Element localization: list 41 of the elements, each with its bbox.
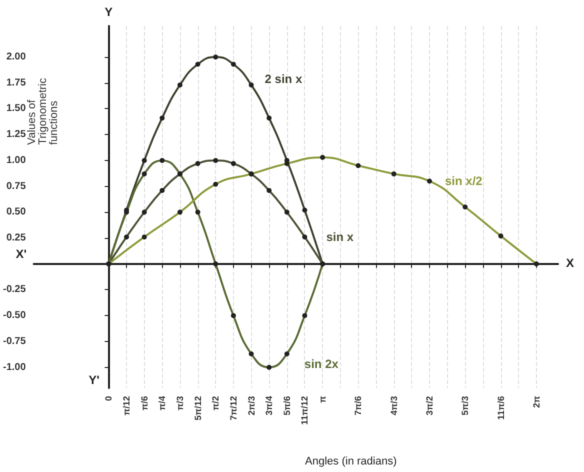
- x-tick-label: 3π/2: [424, 396, 434, 416]
- x-tick-label: 0: [104, 396, 114, 402]
- series-label: 2 sin x: [264, 72, 302, 86]
- y-axis-title: Values of Trigonometric functions: [26, 74, 60, 145]
- x-tick-label: 11π/12: [300, 396, 310, 425]
- y-tick-label: 0.50: [6, 206, 26, 218]
- text: X': [16, 246, 27, 261]
- x-tick-label: π/12: [122, 396, 132, 416]
- annotation: Y': [88, 373, 100, 387]
- text: X: [566, 256, 574, 270]
- x-tick-label: 7π/12: [228, 396, 238, 420]
- x-tick-label: π/3: [174, 396, 185, 410]
- series-label: sin x: [326, 230, 354, 244]
- x-tick-label: 7π/6: [353, 396, 364, 416]
- x-tick-label: 2π: [531, 396, 542, 408]
- y-tick-label: -0.50: [2, 310, 26, 322]
- y-tick-label: -1.00: [2, 362, 26, 373]
- x-tick-label: π/4: [157, 396, 168, 410]
- y-tick-label: 1.00: [6, 154, 26, 166]
- x-tick-label: π/6: [139, 396, 150, 410]
- y-tick-label: 1.75: [6, 77, 26, 88]
- text: Y: [104, 5, 113, 19]
- x-tick-label: 5π/12: [192, 396, 203, 420]
- y-tick-label: -0.75: [2, 336, 26, 347]
- x-tick-label: π: [318, 396, 328, 403]
- x-tick-label: 4π/3: [388, 396, 399, 416]
- y-tick-label: -0.25: [2, 284, 26, 296]
- x-tick-label: 11π/6: [496, 396, 506, 420]
- y-tick-label: 0.75: [6, 180, 26, 192]
- y-tick-label: 0.25: [6, 232, 26, 244]
- y-tick-label: 2.00: [6, 52, 26, 63]
- y-tick-label: 1.50: [6, 103, 26, 114]
- series-label: sin 2x: [304, 356, 339, 371]
- x-axis-title: Angles (in radians): [305, 456, 397, 468]
- x-tick-label: 3π/4: [264, 396, 274, 416]
- y-tick-label: 1.25: [6, 129, 26, 140]
- x-tick-label: π/2: [210, 396, 221, 410]
- x-tick-label: 5π/6: [282, 396, 292, 416]
- x-tick-label: 5π/3: [460, 396, 470, 416]
- x-tick-label: 2π/3: [246, 396, 256, 416]
- series-label: sin x/2: [444, 174, 483, 188]
